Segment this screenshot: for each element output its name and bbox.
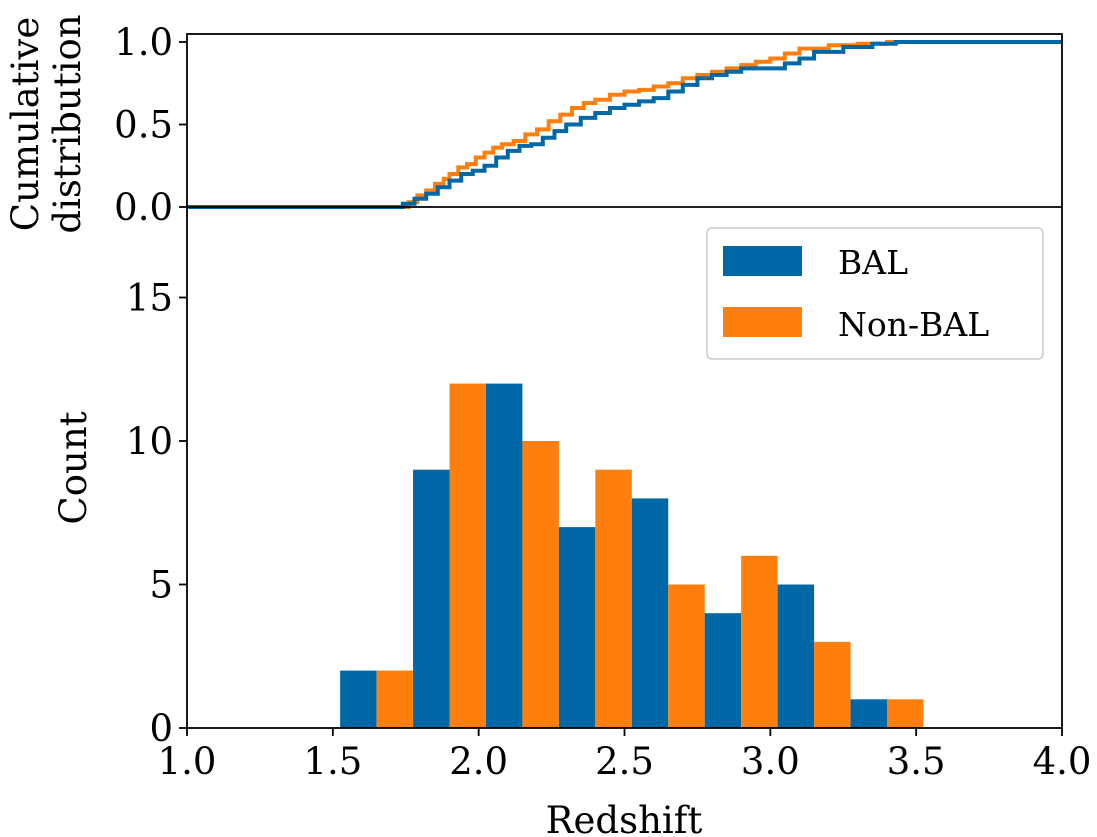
axes-frame [186, 33, 1063, 729]
histogram-x-tick-label: 3.5 [887, 740, 946, 783]
histogram-x-tick-label: 2.5 [595, 740, 654, 783]
histogram-y-tick-label: 5 [149, 564, 173, 607]
legend-label-bal: BAL [838, 243, 908, 282]
cdf-y-ticks: 0.0 0.5 1.0 [114, 21, 187, 229]
bar-non-bal-bin-2 [522, 441, 559, 728]
bar-non-bal-bin-3 [595, 469, 632, 728]
cdf-ylabel-line-2: distribution [46, 14, 89, 233]
histogram-x-tick-label: 1.5 [303, 740, 362, 783]
histogram-bars [340, 383, 924, 728]
legend-swatch-bal [723, 246, 802, 276]
bar-bal-bin-0 [340, 670, 377, 728]
cumulative-distribution-panel: 0.0 0.5 1.0 Cumulative distribution [4, 14, 1062, 234]
bar-bal-bin-1 [413, 469, 450, 728]
histogram-panel: 0 5 10 15 1.0 1.5 2.0 2.5 3.0 3.5 4.0 Count Redsh… [52, 227, 1092, 837]
histogram-y-tick-label: 0 [149, 707, 173, 750]
histogram-x-tick-label: 1.0 [158, 740, 217, 783]
bar-bal-bin-7 [850, 699, 887, 728]
bar-non-bal-bin-7 [887, 699, 924, 728]
bar-non-bal-bin-0 [376, 670, 414, 728]
bar-bal-bin-3 [558, 527, 596, 728]
bar-bal-bin-2 [485, 383, 523, 728]
cdf-line-non-bal [187, 40, 1062, 209]
histogram-xlabel: Redshift [546, 799, 703, 837]
cdf-ylabel-line-1: Cumulative [4, 17, 47, 231]
histogram-x-tick-label: 3.0 [741, 740, 800, 783]
histogram-x-ticks: 1.0 1.5 2.0 2.5 3.0 3.5 4.0 [158, 728, 1092, 783]
cdf-line-bal [187, 40, 1062, 209]
cdf-y-tick-label: 1.0 [114, 21, 173, 64]
cdf-y-tick-label: 0.5 [114, 104, 173, 147]
legend-swatch-non-bal [723, 307, 802, 337]
bar-bal-bin-4 [631, 498, 669, 728]
histogram-x-tick-label: 2.0 [449, 740, 508, 783]
histogram-ylabel: Count [52, 411, 95, 524]
bar-non-bal-bin-4 [668, 584, 705, 728]
histogram-y-tick-label: 15 [126, 277, 173, 320]
histogram-y-tick-label: 10 [126, 420, 173, 463]
legend-label-non-bal: Non-BAL [838, 305, 989, 344]
legend: BAL Non-BAL [706, 227, 1044, 360]
bar-bal-bin-6 [777, 584, 815, 728]
cdf-y-tick-label: 0.0 [114, 186, 173, 229]
bar-bal-bin-5 [704, 613, 742, 728]
bar-non-bal-bin-5 [741, 555, 778, 728]
histogram-x-tick-label: 4.0 [1033, 740, 1092, 783]
bar-non-bal-bin-1 [449, 383, 486, 728]
bar-non-bal-bin-6 [814, 641, 851, 728]
cdf-series-group [187, 40, 1062, 209]
histogram-y-ticks: 0 5 10 15 [126, 277, 187, 750]
